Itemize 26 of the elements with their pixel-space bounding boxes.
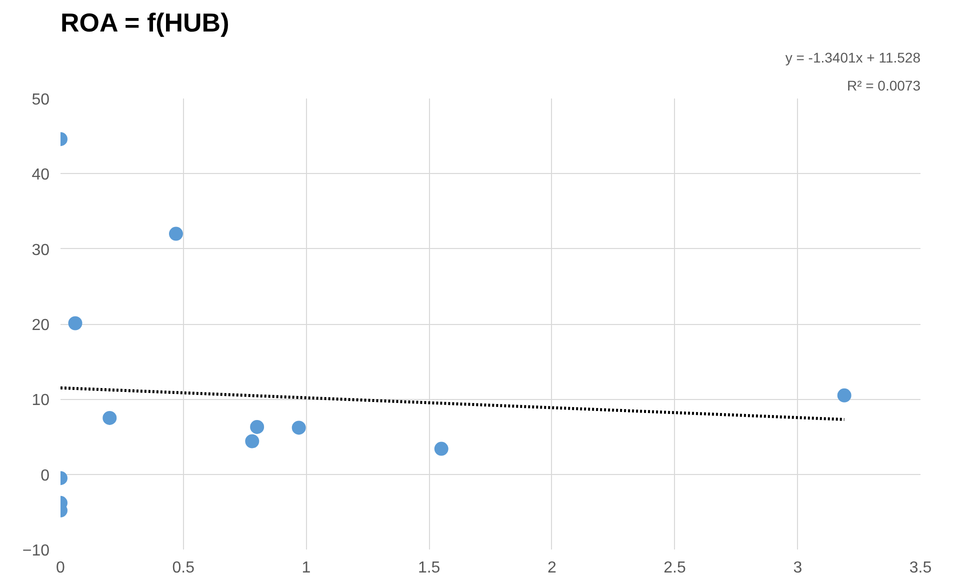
y-tick-label: 30 — [32, 242, 50, 259]
y-tick-label: 20 — [32, 317, 50, 334]
y-tick-label: 40 — [32, 166, 50, 184]
x-tick-label: 2.5 — [664, 560, 686, 576]
point — [245, 434, 260, 448]
point — [292, 420, 306, 435]
x-tick-label: 3 — [793, 560, 802, 576]
y-tick-label: 50 — [32, 92, 50, 108]
x-tick-label: 1.5 — [418, 560, 440, 576]
point — [68, 316, 82, 330]
x-tick-label: 1 — [302, 560, 311, 576]
chart-title: ROA = f(HUB) — [60, 8, 230, 38]
point — [434, 442, 448, 456]
y-tick-label: 10 — [32, 392, 50, 410]
text: y = -1.3401x + 11.528 — [785, 50, 921, 66]
point — [102, 410, 117, 425]
x-tick-label: 2 — [547, 560, 556, 576]
point — [837, 388, 852, 402]
y-tick-label: −10 — [22, 542, 50, 560]
point — [168, 226, 183, 241]
text: R² = 0.0073 — [846, 78, 921, 94]
x-tick-label: 3.5 — [909, 560, 932, 576]
point — [250, 420, 264, 434]
x-tick-label: 0.5 — [172, 560, 195, 576]
y-tick-label: 0 — [40, 467, 50, 484]
x-tick-label: 0 — [56, 560, 66, 576]
